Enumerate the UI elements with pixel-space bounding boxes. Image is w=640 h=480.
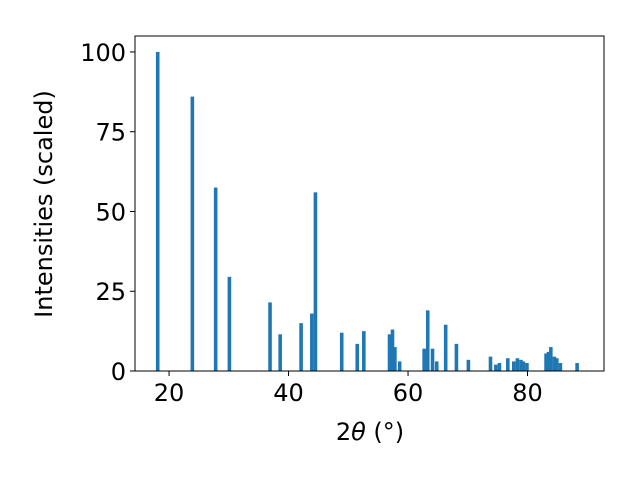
bar (434, 361, 439, 371)
bars-group (155, 51, 579, 371)
bar (339, 332, 344, 371)
bar (494, 364, 498, 371)
bar (390, 329, 395, 371)
plot-frame (134, 35, 605, 372)
bar (552, 356, 557, 371)
bar (362, 331, 366, 371)
y-tick-label: 0 (111, 358, 126, 386)
bar (454, 343, 459, 371)
bar (506, 358, 510, 371)
bar (544, 353, 548, 371)
bar (387, 334, 392, 371)
y-tick-label: 50 (95, 198, 126, 226)
bar (313, 192, 318, 371)
y-axis-label: Intensities (scaled) (30, 90, 58, 318)
bar (488, 356, 493, 371)
y-tick-label: 100 (80, 39, 126, 67)
bar (497, 363, 502, 371)
x-tick-label: 20 (154, 379, 185, 407)
bar (213, 187, 218, 371)
y-tick-label: 25 (95, 278, 126, 306)
x-axis-label: 2θ (°) (336, 418, 404, 446)
bar (511, 361, 516, 371)
bar (422, 348, 426, 371)
bar (555, 358, 559, 371)
x-tick-label: 80 (512, 379, 543, 407)
bar (525, 363, 529, 371)
bar (466, 359, 471, 371)
bar (575, 363, 579, 371)
bar (397, 361, 402, 371)
x-tick-label: 40 (273, 379, 304, 407)
bar (546, 351, 551, 371)
bar (521, 361, 526, 371)
bar (310, 313, 314, 371)
bar (268, 302, 272, 371)
bar (190, 96, 195, 371)
bar (393, 347, 397, 371)
bar (430, 348, 435, 371)
x-axis: 20 40 60 80 (154, 371, 543, 407)
bar (299, 323, 303, 371)
bar (558, 363, 563, 371)
bar (519, 359, 523, 371)
bar (425, 310, 430, 371)
bar (355, 343, 360, 371)
y-tick-label: 75 (95, 119, 126, 147)
bar (549, 347, 553, 371)
x-tick-label: 60 (393, 379, 424, 407)
bar (227, 276, 232, 371)
y-axis: 0 25 50 75 100 (80, 39, 135, 386)
bar (443, 324, 448, 371)
bar (278, 334, 282, 371)
bar (155, 51, 160, 371)
bar (515, 358, 520, 371)
